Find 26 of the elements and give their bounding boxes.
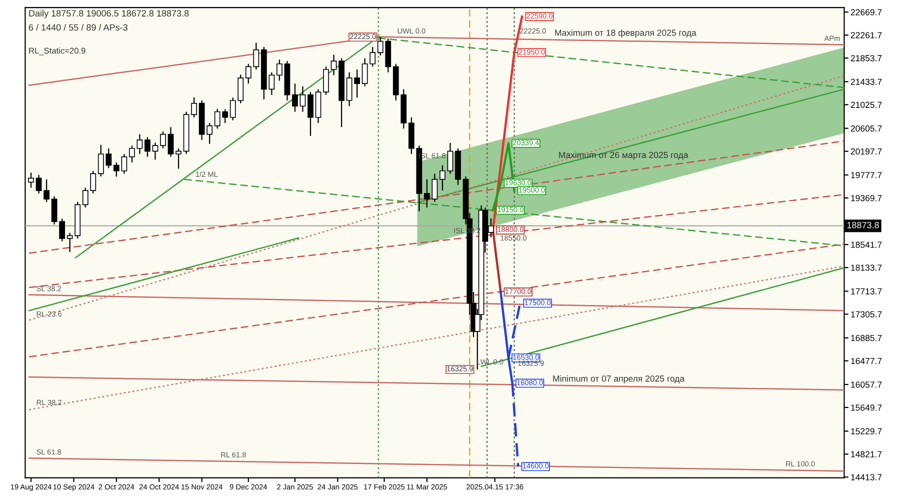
y-tick-label: 21853.7 [850, 55, 882, 62]
y-tick-label: 19369.7 [851, 194, 882, 202]
y-tick-label: 17305.7 [851, 311, 882, 318]
y-tick-label: 22669.7 [850, 9, 882, 16]
y-tick-label: 22261.7 [850, 32, 882, 38]
y-tick-label: 19777.7 [851, 172, 882, 178]
chart-title: Daily 18757.8 19006.5 18672.8 18873.8 [29, 10, 189, 18]
y-tick-label: 20605.7 [850, 125, 882, 132]
y-tick-label: 14821.7 [851, 451, 882, 458]
y-tick-label: 14413.7 [851, 474, 882, 480]
y-tick-label: 16057.7 [851, 382, 882, 388]
y-tick-label: 21433.7 [850, 78, 882, 85]
annotation: RL_Static=20.9 [29, 48, 86, 56]
y-tick-label: 21025.7 [850, 102, 882, 108]
y-tick-label: 16885.7 [851, 334, 882, 342]
y-tick-label: 17713.7 [851, 288, 882, 294]
y-tick-label: 15649.7 [851, 404, 882, 411]
annotation: Minimum от 07 апреля 2025 года [553, 375, 685, 384]
annotation: Maximum от 18 февраля 2025 года [555, 29, 696, 38]
ref-line-label: 18873.8 [847, 222, 879, 228]
y-tick-label: 16477.7 [851, 358, 882, 364]
y-tick-label: 15229.7 [851, 428, 882, 434]
y-tick-label: 18541.7 [851, 242, 882, 248]
y-tick-label: 18133.7 [851, 264, 882, 271]
y-tick-label: 20197.7 [850, 148, 882, 155]
text: 6 / 1440 / 55 / 89 / APs-3 [28, 24, 128, 31]
